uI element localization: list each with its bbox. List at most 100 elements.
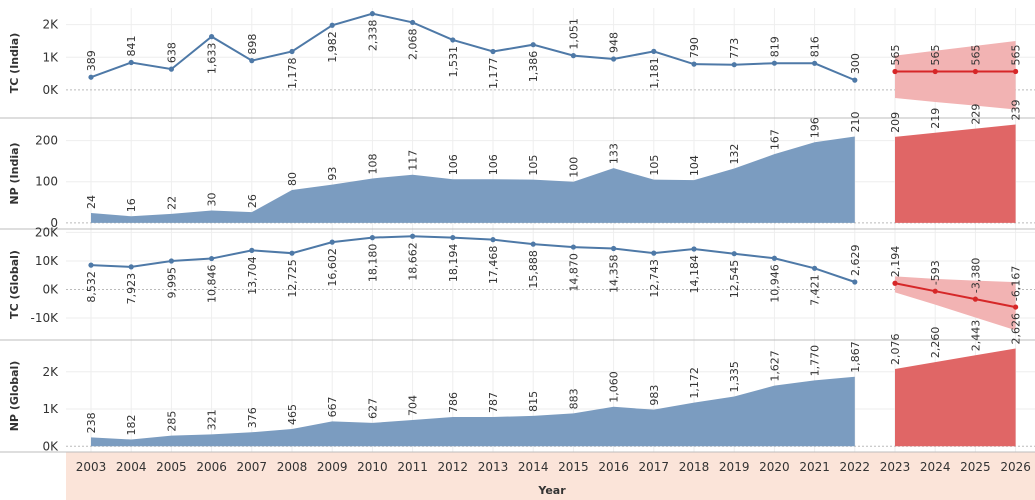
data-label: 704 [407,395,420,416]
data-label: 132 [728,144,741,165]
data-point-actual [249,247,255,253]
data-label: 1,386 [527,51,540,83]
data-point-actual [209,255,215,262]
data-label: 12,545 [728,260,741,299]
data-point-actual [490,237,496,243]
series-line-actual [90,235,856,283]
data-label: 816 [809,36,822,57]
data-label: 2,443 [969,320,982,352]
x-tick-label: 2010 [357,460,388,474]
data-label: 1,867 [849,341,862,373]
x-tick-label: 2023 [880,460,911,474]
data-point-actual [450,37,456,43]
data-label: 167 [768,129,781,150]
data-label: 108 [366,153,379,174]
data-label: 219 [929,108,942,129]
data-label: 815 [527,391,540,412]
data-label: 1,178 [286,57,299,89]
x-tick-label: 2009 [317,460,348,474]
data-label: 786 [447,392,460,413]
x-tick-label: 2018 [679,460,710,474]
data-point-actual [369,235,375,241]
data-label: 2,194 [889,246,902,278]
data-label: 465 [286,404,299,425]
x-tick-label: 2016 [598,460,629,474]
data-point-actual [691,246,697,252]
data-label: 210 [849,111,862,132]
y-axis-title: TC (India) [8,33,21,93]
data-point-actual [771,255,778,261]
x-tick-label: 2005 [156,460,187,474]
data-label: 14,870 [567,253,580,292]
data-point-actual [731,251,737,257]
data-point-actual [289,250,295,256]
data-point-actual [88,262,94,268]
data-label: 13,704 [246,256,259,295]
data-label: 2,260 [929,327,942,359]
data-label: 18,180 [366,244,379,283]
x-axis: 2003 2004 2005 2006 2007 2008 2009 2010 2011 2012… [76,460,1031,474]
data-point-forecast [972,296,979,302]
y-tick-label: 0K [42,83,59,97]
x-tick-label: 2026 [1000,460,1031,474]
x-axis-title: Year [537,484,566,497]
data-label: 238 [85,412,98,433]
data-label: 898 [246,34,259,55]
data-label: 983 [648,385,661,406]
x-tick-label: 2004 [116,460,147,474]
area-forecast [895,348,1016,447]
data-label: 787 [487,392,500,413]
data-label: 117 [407,150,420,171]
data-point-actual [209,34,215,40]
data-label: 7,923 [125,273,138,305]
panel-np-india: 0 100 200 NP (India) 24 16 22 30 26 80 93 108 117 106… [0,100,1035,230]
x-tick-label: 2021 [799,460,830,474]
x-tick-label: 2008 [277,460,308,474]
data-label: 133 [608,143,621,164]
data-point-actual [168,66,174,72]
data-label: 1,177 [487,58,500,90]
data-label: 1,982 [326,31,339,63]
data-point-actual [530,42,536,48]
data-label: 10,946 [768,264,781,303]
x-tick-label: 2012 [438,460,469,474]
data-label: 18,194 [447,244,460,282]
x-tick-label: 2022 [840,460,871,474]
y-tick-label: 2K [42,365,59,379]
data-point-actual [611,245,617,252]
area-actual [91,136,855,223]
x-tick-label: 2017 [639,460,670,474]
x-tick-label: 2007 [237,460,268,474]
data-point-forecast [892,68,898,75]
data-label: 15,888 [527,250,540,289]
data-label: 12,725 [286,259,299,298]
data-point-forecast [932,68,938,75]
data-label: 22 [165,196,178,210]
data-point-actual [812,265,818,271]
series-line-forecast [894,282,1016,309]
data-label: 106 [487,154,500,175]
data-point-actual [168,258,174,264]
y-axis-title: NP (India) [8,142,21,204]
data-label: 105 [648,155,661,176]
data-label: 2,626 [1010,313,1023,345]
data-label: 1,633 [206,43,219,75]
data-label: 105 [527,155,540,176]
data-label: 565 [969,44,982,65]
x-tick-label: 2024 [920,460,951,474]
data-label: 100 [567,157,580,178]
data-point-actual [88,74,94,80]
y-tick-label: 200 [35,134,58,148]
data-point-actual [611,56,617,62]
area-actual [91,376,855,447]
data-label: 948 [608,32,621,53]
data-point-actual [570,244,577,250]
data-label: 285 [165,411,178,432]
data-point-actual [249,58,255,64]
y-axis-title: TC (Global) [8,250,21,319]
data-point-actual [691,61,697,67]
data-label: 80 [286,172,299,186]
data-point-actual [329,239,335,245]
data-label: 565 [929,44,942,65]
data-label: 18,662 [407,242,420,281]
